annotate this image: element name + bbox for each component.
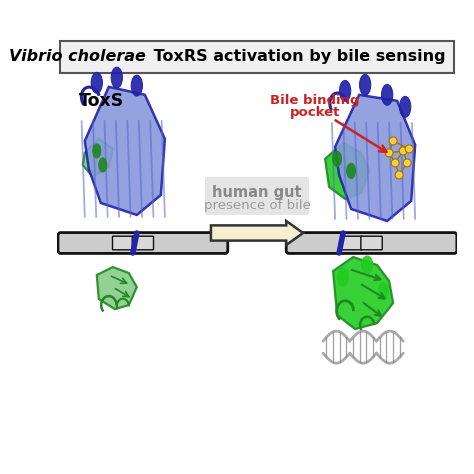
Text: Vibrio cholerae: Vibrio cholerae	[9, 49, 146, 64]
Ellipse shape	[333, 151, 341, 166]
FancyBboxPatch shape	[132, 236, 154, 250]
FancyBboxPatch shape	[286, 233, 457, 254]
Circle shape	[391, 159, 399, 167]
Circle shape	[399, 147, 407, 155]
Ellipse shape	[111, 67, 122, 88]
Ellipse shape	[337, 268, 349, 286]
Polygon shape	[325, 143, 369, 199]
FancyBboxPatch shape	[341, 236, 363, 250]
FancyBboxPatch shape	[112, 236, 134, 250]
Circle shape	[395, 171, 403, 179]
Circle shape	[405, 145, 413, 153]
Ellipse shape	[378, 283, 388, 300]
Text: Bile binding: Bile binding	[270, 93, 360, 107]
Text: pocket: pocket	[290, 106, 340, 119]
FancyBboxPatch shape	[58, 233, 228, 254]
Ellipse shape	[91, 73, 102, 93]
Polygon shape	[333, 257, 393, 329]
Ellipse shape	[99, 158, 107, 172]
FancyBboxPatch shape	[60, 41, 454, 73]
Polygon shape	[335, 95, 415, 221]
Ellipse shape	[339, 81, 351, 101]
FancyBboxPatch shape	[205, 177, 309, 215]
Ellipse shape	[131, 75, 143, 96]
Text: ToxRS activation by bile sensing: ToxRS activation by bile sensing	[148, 49, 446, 64]
Text: human gut: human gut	[212, 185, 302, 201]
Circle shape	[385, 149, 393, 157]
Ellipse shape	[359, 74, 371, 95]
Ellipse shape	[382, 84, 393, 105]
Text: ToxS: ToxS	[79, 92, 124, 110]
Circle shape	[403, 159, 411, 167]
FancyBboxPatch shape	[361, 236, 382, 250]
Polygon shape	[85, 87, 165, 215]
Circle shape	[389, 137, 397, 145]
Ellipse shape	[362, 256, 373, 274]
Polygon shape	[83, 139, 113, 177]
Ellipse shape	[346, 164, 356, 179]
Polygon shape	[97, 267, 137, 309]
FancyArrow shape	[211, 221, 303, 245]
Text: presence of bile: presence of bile	[203, 199, 310, 212]
Ellipse shape	[400, 96, 411, 117]
Ellipse shape	[93, 144, 101, 158]
